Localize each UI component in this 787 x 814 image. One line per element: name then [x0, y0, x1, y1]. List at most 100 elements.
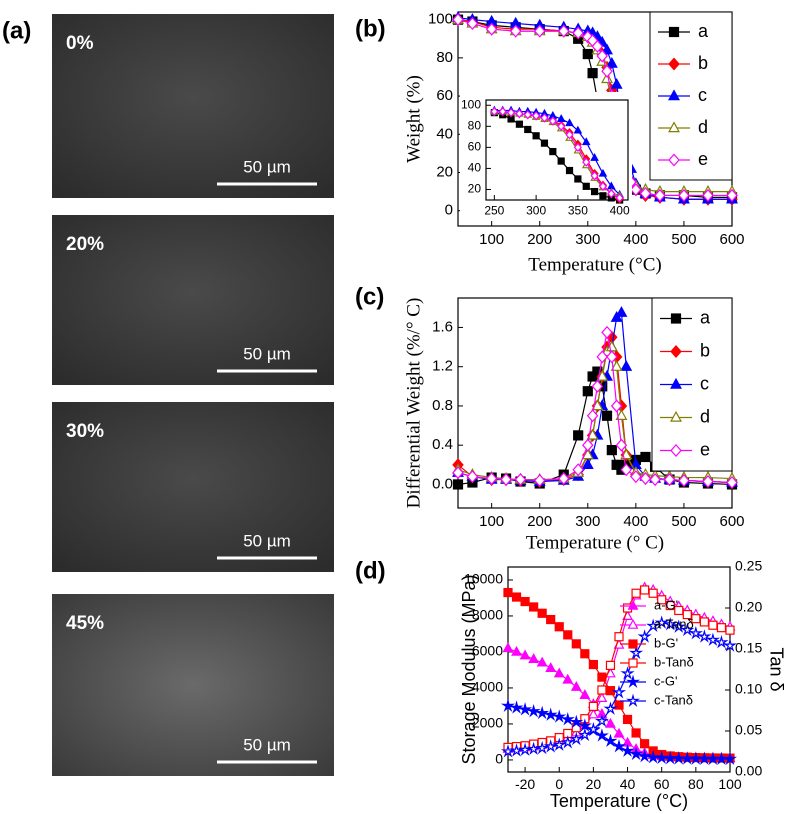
- legend-label: e: [700, 439, 710, 459]
- marker: [615, 193, 624, 203]
- marker: [590, 153, 599, 161]
- marker: [511, 645, 522, 656]
- marker: [528, 653, 540, 663]
- marker: [569, 731, 584, 746]
- x-axis-title: Temperature (°C): [550, 791, 688, 811]
- marker: [603, 701, 618, 715]
- marker: [549, 147, 557, 156]
- marker: [630, 183, 642, 197]
- x-tick-label: 100: [479, 513, 504, 530]
- marker: [601, 43, 613, 55]
- marker: [606, 445, 617, 456]
- marker: [509, 743, 524, 757]
- x-tick-label: 400: [623, 231, 648, 248]
- marker: [582, 386, 593, 397]
- marker: [640, 451, 651, 463]
- y-tick-label: 60: [436, 87, 453, 104]
- marker: [565, 130, 574, 140]
- marker: [533, 473, 546, 488]
- marker: [702, 188, 714, 202]
- legend-marker: [670, 344, 682, 359]
- marker: [586, 721, 601, 736]
- marker: [545, 662, 557, 672]
- panel-label: (c): [355, 283, 384, 310]
- plot-frame: [485, 99, 629, 201]
- marker: [614, 632, 624, 642]
- marker: [610, 77, 623, 89]
- marker: [640, 739, 650, 749]
- x-tick-label: 600: [719, 231, 744, 248]
- marker: [582, 438, 594, 452]
- marker: [702, 474, 714, 489]
- y-tick-label: 8000: [472, 607, 503, 623]
- marker: [532, 132, 540, 140]
- marker: [558, 472, 570, 486]
- y-axis-title: Storage Modulus (MPa): [459, 574, 479, 764]
- marker: [580, 649, 590, 659]
- sem-image: [52, 215, 334, 385]
- x-tick-label: 600: [719, 513, 744, 530]
- x-tick-label: 40: [620, 776, 636, 792]
- series-line: [494, 109, 621, 196]
- marker: [640, 585, 650, 595]
- marker: [639, 472, 652, 486]
- panel-label: (b): [355, 15, 386, 42]
- marker: [596, 692, 608, 703]
- marker: [520, 596, 530, 607]
- marker: [630, 470, 642, 484]
- marker: [620, 463, 632, 477]
- y-tick-label: 0: [495, 751, 503, 767]
- marker: [546, 614, 556, 625]
- marker: [705, 632, 720, 646]
- marker: [629, 645, 644, 660]
- marker: [533, 24, 546, 38]
- legend-marker: [670, 410, 682, 422]
- marker: [601, 410, 613, 421]
- marker: [552, 737, 567, 751]
- marker: [582, 182, 590, 190]
- marker: [466, 470, 479, 484]
- marker: [665, 600, 675, 611]
- marker: [582, 30, 594, 44]
- marker: [697, 629, 712, 643]
- x-tick-label: 60: [654, 776, 670, 792]
- marker: [509, 24, 522, 38]
- marker: [613, 727, 625, 738]
- legend-marker: [625, 693, 641, 707]
- marker: [509, 700, 524, 714]
- marker: [577, 718, 592, 732]
- marker: [573, 142, 582, 153]
- y-tick-label: 2000: [472, 715, 503, 731]
- marker: [605, 660, 616, 671]
- legend-marker: [668, 153, 680, 167]
- marker: [678, 473, 690, 488]
- marker: [607, 189, 616, 199]
- marker: [610, 360, 623, 371]
- marker: [560, 712, 575, 726]
- panel-label: (d): [355, 557, 386, 584]
- legend-label: c-G': [654, 673, 677, 688]
- sem-label: 45%: [66, 613, 104, 634]
- marker: [622, 714, 633, 725]
- x-tick-label: 200: [527, 231, 552, 248]
- marker: [557, 157, 565, 165]
- sem-image: [52, 14, 334, 198]
- y-tick-label: 0.8: [432, 397, 453, 414]
- marker: [722, 751, 738, 766]
- sem-label: 30%: [66, 421, 104, 442]
- marker: [485, 22, 498, 36]
- y-tick-label: 40: [468, 161, 482, 175]
- y-tick-label: 20: [468, 182, 482, 196]
- marker: [611, 685, 627, 699]
- marker: [552, 709, 567, 723]
- y-tick-label: 0.0: [432, 475, 453, 492]
- marker: [620, 666, 635, 680]
- x-tick-label: 350: [568, 204, 588, 218]
- marker: [598, 181, 608, 191]
- legend-label: b: [698, 53, 708, 73]
- marker: [708, 620, 718, 630]
- marker: [637, 748, 652, 763]
- marker: [500, 698, 516, 712]
- legend-label: c-Tanδ: [654, 692, 693, 707]
